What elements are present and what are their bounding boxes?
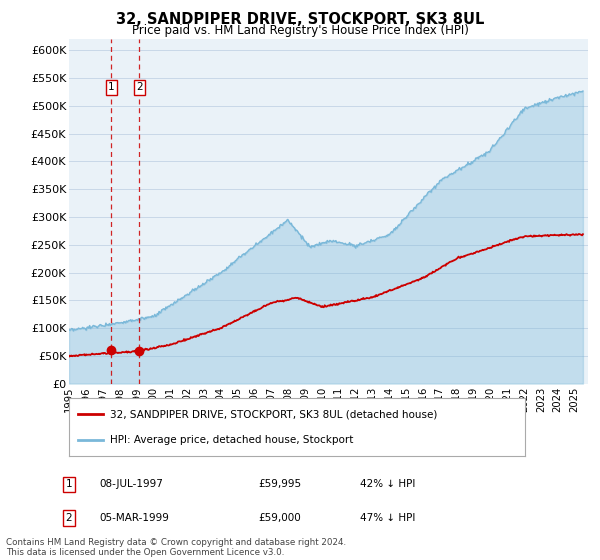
Text: HPI: Average price, detached house, Stockport: HPI: Average price, detached house, Stoc…	[110, 435, 353, 445]
Text: 2: 2	[65, 513, 73, 523]
Text: 42% ↓ HPI: 42% ↓ HPI	[360, 479, 415, 489]
Text: 47% ↓ HPI: 47% ↓ HPI	[360, 513, 415, 523]
Text: Contains HM Land Registry data © Crown copyright and database right 2024.
This d: Contains HM Land Registry data © Crown c…	[6, 538, 346, 557]
Text: 05-MAR-1999: 05-MAR-1999	[99, 513, 169, 523]
Text: Price paid vs. HM Land Registry's House Price Index (HPI): Price paid vs. HM Land Registry's House …	[131, 24, 469, 37]
Text: £59,995: £59,995	[258, 479, 301, 489]
Text: £59,000: £59,000	[258, 513, 301, 523]
Text: 08-JUL-1997: 08-JUL-1997	[99, 479, 163, 489]
Text: 32, SANDPIPER DRIVE, STOCKPORT, SK3 8UL (detached house): 32, SANDPIPER DRIVE, STOCKPORT, SK3 8UL …	[110, 409, 437, 419]
Text: 32, SANDPIPER DRIVE, STOCKPORT, SK3 8UL: 32, SANDPIPER DRIVE, STOCKPORT, SK3 8UL	[116, 12, 484, 27]
Text: 1: 1	[108, 82, 115, 92]
Text: 1: 1	[65, 479, 73, 489]
Text: 2: 2	[136, 82, 143, 92]
